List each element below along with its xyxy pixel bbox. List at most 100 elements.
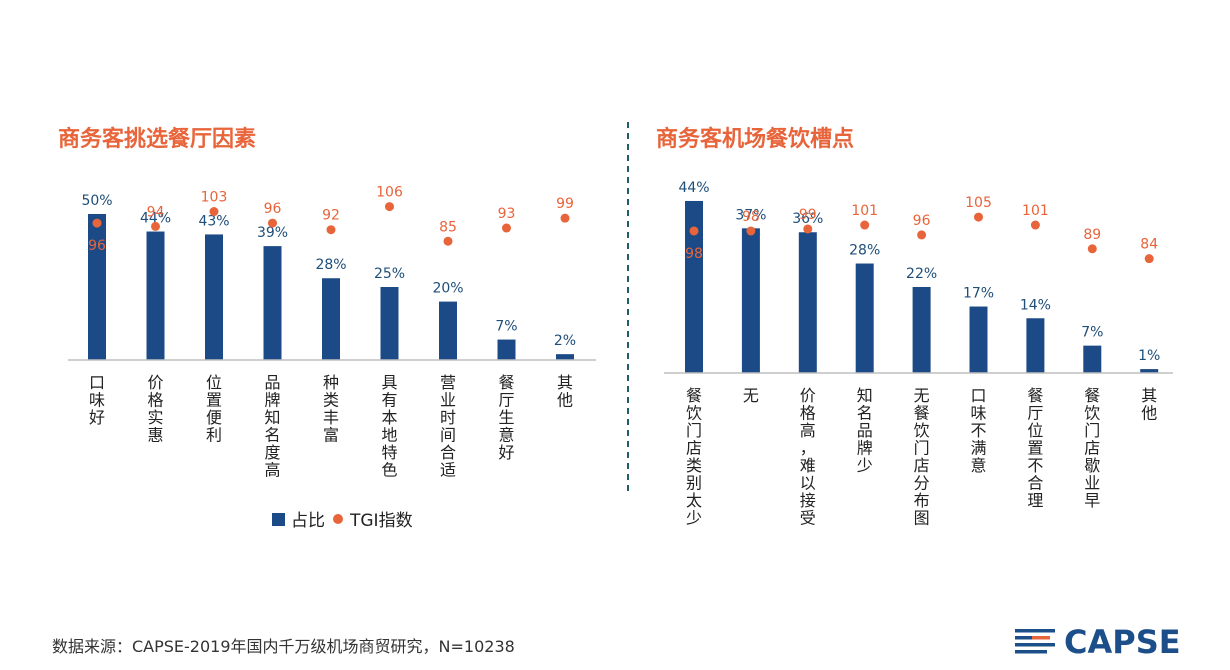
- tgi-value-label: 101: [851, 203, 878, 219]
- svg-text:种: 种: [323, 373, 339, 392]
- tgi-point: [1030, 220, 1040, 230]
- tgi-point: [268, 218, 277, 228]
- svg-text:，: ，: [800, 439, 816, 458]
- tgi-point: [1144, 254, 1154, 264]
- svg-text:类: 类: [323, 391, 339, 410]
- bar-value-label: 25%: [374, 266, 405, 282]
- x-tick-label: 其他: [1141, 386, 1157, 423]
- svg-text:口: 口: [970, 386, 986, 405]
- svg-text:置: 置: [1027, 439, 1043, 458]
- svg-text:少: 少: [686, 509, 702, 528]
- svg-text:口: 口: [89, 373, 105, 392]
- tgi-point: [443, 236, 453, 246]
- x-tick-label: 其他: [557, 373, 573, 410]
- svg-text:餐: 餐: [686, 386, 702, 405]
- tgi-value-label: 93: [498, 206, 516, 222]
- tgi-point: [151, 221, 160, 231]
- svg-text:名: 名: [264, 426, 280, 445]
- tgi-point: [689, 226, 699, 236]
- chart-left-title: 商务客挑选餐厅因素: [58, 126, 256, 152]
- bar: [497, 339, 516, 360]
- svg-text:适: 适: [440, 461, 456, 480]
- svg-text:置: 置: [206, 391, 222, 410]
- tgi-point: [209, 207, 219, 217]
- chart-right-title: 商务客机场餐饮槽点: [656, 126, 854, 152]
- bar-value-label: 37%: [735, 207, 766, 223]
- svg-text:格: 格: [800, 404, 816, 423]
- svg-text:价: 价: [147, 373, 163, 392]
- tgi-value-label: 96: [264, 201, 282, 217]
- tgi-point: [917, 230, 927, 240]
- data-source: 数据来源：CAPSE-2019年国内千万级机场商贸研究，N=10238: [52, 637, 515, 656]
- bar-value-label: 20%: [432, 281, 463, 297]
- svg-text:味: 味: [89, 391, 105, 410]
- svg-text:满: 满: [970, 439, 986, 458]
- svg-text:惠: 惠: [147, 426, 163, 445]
- legend-share-swatch: [272, 513, 285, 526]
- bar: [741, 228, 760, 373]
- bar: [969, 306, 988, 373]
- svg-text:具: 具: [381, 373, 397, 392]
- svg-text:以: 以: [800, 474, 816, 493]
- bar: [855, 263, 874, 373]
- svg-text:业: 业: [440, 391, 456, 410]
- tgi-value-label: 89: [1083, 227, 1101, 243]
- tgi-point: [803, 224, 813, 234]
- bar-value-label: 28%: [849, 243, 880, 259]
- svg-text:歇: 歇: [1084, 456, 1100, 475]
- legend: 占比 TGI指数: [272, 511, 413, 531]
- tgi-value-label: 98: [742, 209, 760, 225]
- tgi-point: [385, 202, 394, 212]
- svg-text:富: 富: [323, 426, 339, 445]
- svg-text:店: 店: [1084, 439, 1100, 458]
- tgi-value-label: 84: [1140, 237, 1158, 253]
- logo-text: CAPSE: [1064, 623, 1181, 661]
- svg-text:度: 度: [264, 443, 280, 462]
- svg-text:营: 营: [440, 373, 456, 392]
- svg-text:意: 意: [970, 456, 986, 475]
- svg-text:牌: 牌: [264, 391, 280, 410]
- svg-text:他: 他: [557, 391, 573, 410]
- svg-text:知: 知: [264, 408, 280, 427]
- svg-text:布: 布: [914, 491, 930, 510]
- svg-text:意: 意: [498, 426, 514, 445]
- bar: [685, 200, 703, 373]
- bar: [798, 232, 817, 373]
- logo-lines-icon: [1015, 629, 1055, 654]
- svg-text:门: 门: [1084, 421, 1100, 440]
- bar-value-label: 44%: [140, 211, 171, 227]
- svg-text:太: 太: [686, 491, 702, 510]
- svg-text:他: 他: [1141, 404, 1157, 423]
- tgi-value-label: 101: [1022, 203, 1049, 219]
- bar: [205, 234, 223, 360]
- svg-text:分: 分: [914, 474, 930, 493]
- svg-text:接: 接: [800, 491, 816, 510]
- svg-text:好: 好: [498, 443, 514, 462]
- svg-text:无: 无: [914, 386, 930, 405]
- tgi-value-label: 85: [439, 219, 457, 235]
- svg-text:业: 业: [1084, 474, 1100, 493]
- svg-text:地: 地: [381, 426, 397, 445]
- svg-text:知: 知: [857, 386, 873, 405]
- svg-text:品: 品: [857, 421, 873, 440]
- svg-text:不: 不: [1027, 456, 1043, 475]
- legend-tgi-marker: [333, 514, 343, 524]
- tgi-value-label: 96: [88, 238, 106, 254]
- svg-text:利: 利: [206, 426, 222, 445]
- svg-text:不: 不: [970, 421, 986, 440]
- svg-text:合: 合: [440, 443, 456, 462]
- tgi-point: [560, 213, 570, 223]
- bar-value-label: 50%: [81, 193, 112, 209]
- bar-value-label: 39%: [257, 225, 288, 241]
